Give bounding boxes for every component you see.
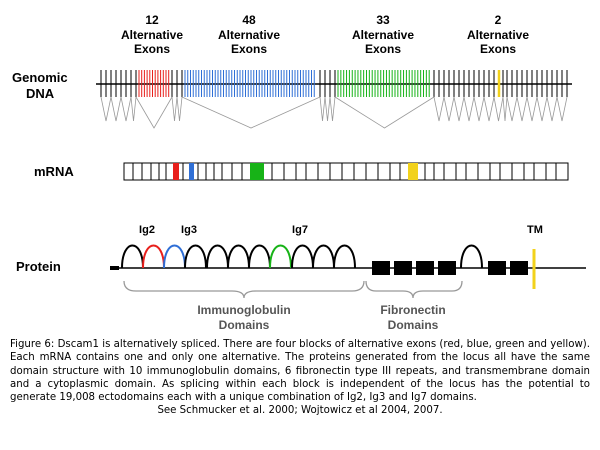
ig-domain-loop [121, 244, 144, 269]
splice-line [120, 96, 132, 122]
ig-domain-loop [333, 244, 356, 269]
fibronectin-label-line2: Domains [388, 318, 439, 332]
ig-domain-loop [248, 244, 271, 269]
splice-line [516, 96, 528, 122]
ig-domain-loop [163, 244, 186, 269]
splice-line [319, 96, 326, 122]
splice-line [493, 96, 504, 122]
splice-line [181, 96, 321, 129]
splice-line [443, 96, 455, 122]
splice-line [483, 96, 495, 122]
fibronectin-box [438, 261, 456, 275]
mrna-label: mRNA [34, 164, 74, 179]
splice-line [100, 96, 112, 122]
splice-line [329, 96, 336, 122]
ig-domain-loop [312, 244, 335, 269]
splice-line [506, 96, 518, 122]
splice-line [334, 96, 435, 129]
ig-domain-loop [184, 244, 207, 269]
mrna-yellow-exon [408, 163, 418, 180]
ig-domain-loop [206, 244, 229, 269]
ig-domain-loop [227, 244, 250, 269]
mrna-green-exon [250, 163, 264, 180]
mrna-box [123, 162, 569, 181]
ig2-label: Ig2 [139, 224, 155, 236]
splice-lines [100, 96, 568, 129]
fibronectin-bracket [365, 280, 463, 299]
protein-n-terminus [110, 266, 119, 270]
splice-line [463, 96, 475, 122]
block-count: 2 [495, 13, 502, 27]
splice-line [324, 96, 331, 122]
tm-label: TM [527, 224, 543, 236]
block-label-line2: Exons [480, 42, 516, 56]
fibronectin-box [372, 261, 390, 275]
caption-body: Figure 6: Dscam1 is alternatively splice… [10, 339, 590, 404]
splice-line [171, 96, 178, 122]
block-count: 33 [376, 13, 390, 27]
block-label-line1: Alternative [121, 28, 183, 42]
mrna-red-exon [173, 163, 179, 180]
immunoglobulin-bracket [123, 280, 365, 299]
block-count: 48 [242, 13, 256, 27]
genomic-exons [100, 70, 568, 97]
protein-label: Protein [16, 259, 61, 274]
fibronectin-box [488, 261, 506, 275]
ig-domain-loop [460, 244, 483, 269]
fibronectin-box [510, 261, 528, 275]
splice-line [546, 96, 558, 122]
immunoglobulin-label-line2: Domains [219, 318, 270, 332]
splice-line [473, 96, 485, 122]
splice-line [502, 96, 508, 122]
splice-line [536, 96, 548, 122]
splice-line [433, 96, 445, 122]
genomic-dna-label-line2: DNA [26, 86, 55, 101]
splice-line [526, 96, 538, 122]
splice-line [135, 96, 173, 129]
splice-line [110, 96, 122, 122]
ig-domain-loop [291, 244, 314, 269]
block-label-line2: Exons [365, 42, 401, 56]
block-label-line2: Exons [231, 42, 267, 56]
splice-line [176, 96, 183, 122]
splice-line [130, 96, 137, 122]
ig-domain-loop [142, 244, 165, 269]
block-header-yellow: 2 Alternative Exons [467, 13, 529, 56]
ig3-label: Ig3 [181, 224, 197, 236]
fibronectin-box [416, 261, 434, 275]
splice-line [556, 96, 568, 122]
genomic-dna-label-line1: Genomic [12, 70, 68, 85]
caption-references: See Schmucker et al. 2000; Wojtowicz et … [157, 405, 443, 417]
block-header-red: 12 Alternative Exons [121, 13, 183, 56]
block-label-line1: Alternative [218, 28, 280, 42]
block-count: 12 [145, 13, 159, 27]
fibronectin-label-line1: Fibronectin [380, 303, 445, 317]
dscam1-diagram: 12 Alternative Exons 48 Alternative Exon… [12, 13, 586, 332]
block-header-green: 33 Alternative Exons [352, 13, 414, 56]
fibronectin-box [394, 261, 412, 275]
mrna-transcript [123, 162, 569, 181]
ig-domain-loop [269, 244, 292, 269]
block-label-line1: Alternative [467, 28, 529, 42]
ig-domains [121, 244, 483, 269]
mrna-exon-dividers [132, 163, 557, 180]
mrna-blue-exon [189, 163, 194, 180]
immunoglobulin-label-line1: Immunoglobulin [197, 303, 290, 317]
block-label-line1: Alternative [352, 28, 414, 42]
fibronectin-domains [372, 261, 528, 275]
figure-caption: Figure 6: Dscam1 is alternatively splice… [10, 338, 590, 418]
protein-structure: Ig2 Ig3 Ig7 TM [110, 224, 586, 289]
block-label-line2: Exons [134, 42, 170, 56]
block-header-blue: 48 Alternative Exons [218, 13, 280, 56]
ig7-label: Ig7 [292, 224, 308, 236]
splice-line [453, 96, 465, 122]
